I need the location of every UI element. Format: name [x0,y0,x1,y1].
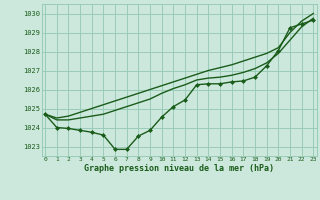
X-axis label: Graphe pression niveau de la mer (hPa): Graphe pression niveau de la mer (hPa) [84,164,274,173]
